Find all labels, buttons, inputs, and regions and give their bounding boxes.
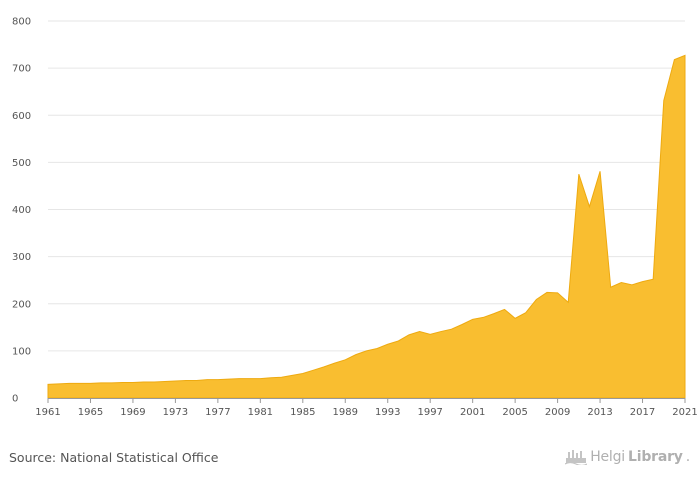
area-series-value[interactable]: [47, 54, 686, 399]
x-tick-label: 1981: [248, 407, 273, 418]
x-tick-label: 2013: [587, 407, 612, 418]
x-tick-label: 1973: [163, 407, 188, 418]
gridlines: [48, 20, 685, 352]
brand-logo[interactable]: Helgi Library.: [565, 449, 690, 465]
y-tick-label: 700: [12, 64, 31, 75]
y-tick-label: 400: [12, 205, 31, 216]
brand-name-light: Helgi: [590, 449, 625, 465]
y-tick-label: 600: [12, 111, 31, 122]
y-tick-label: 500: [12, 158, 31, 169]
x-tick-label: 1965: [78, 407, 103, 418]
y-tick-label: 0: [12, 394, 18, 405]
brand-dot: .: [685, 449, 690, 465]
y-tick-label: 200: [12, 299, 31, 310]
x-tick-label: 2001: [460, 407, 485, 418]
x-tick-label: 1969: [120, 407, 145, 418]
x-tick-label: 1985: [290, 407, 315, 418]
x-tick-label: 1977: [205, 407, 230, 418]
x-tick-label: 2009: [545, 407, 570, 418]
x-axis: 1961 1965 1969 1973 1977 1981 1985 1989 1993 1997…: [35, 398, 698, 418]
x-tick-label: 1989: [333, 407, 358, 418]
helgilibrary-logo-icon: [565, 450, 588, 465]
brand-name-bold: Library: [628, 449, 683, 465]
source-note: Source: National Statistical Office: [9, 450, 219, 465]
plot-area: [47, 54, 686, 399]
y-tick-label: 300: [12, 252, 31, 263]
x-tick-label: 2005: [502, 407, 527, 418]
x-tick-label: 1961: [35, 407, 60, 418]
x-tick-label: 1993: [375, 407, 400, 418]
x-tick-label: 2017: [630, 407, 655, 418]
y-axis: 0 100 200 300 400 500 600 700 800: [12, 17, 31, 405]
x-tick-label: 2021: [672, 407, 697, 418]
y-tick-label: 800: [12, 17, 31, 28]
y-tick-label: 100: [12, 346, 31, 357]
x-tick-label: 1997: [417, 407, 442, 418]
